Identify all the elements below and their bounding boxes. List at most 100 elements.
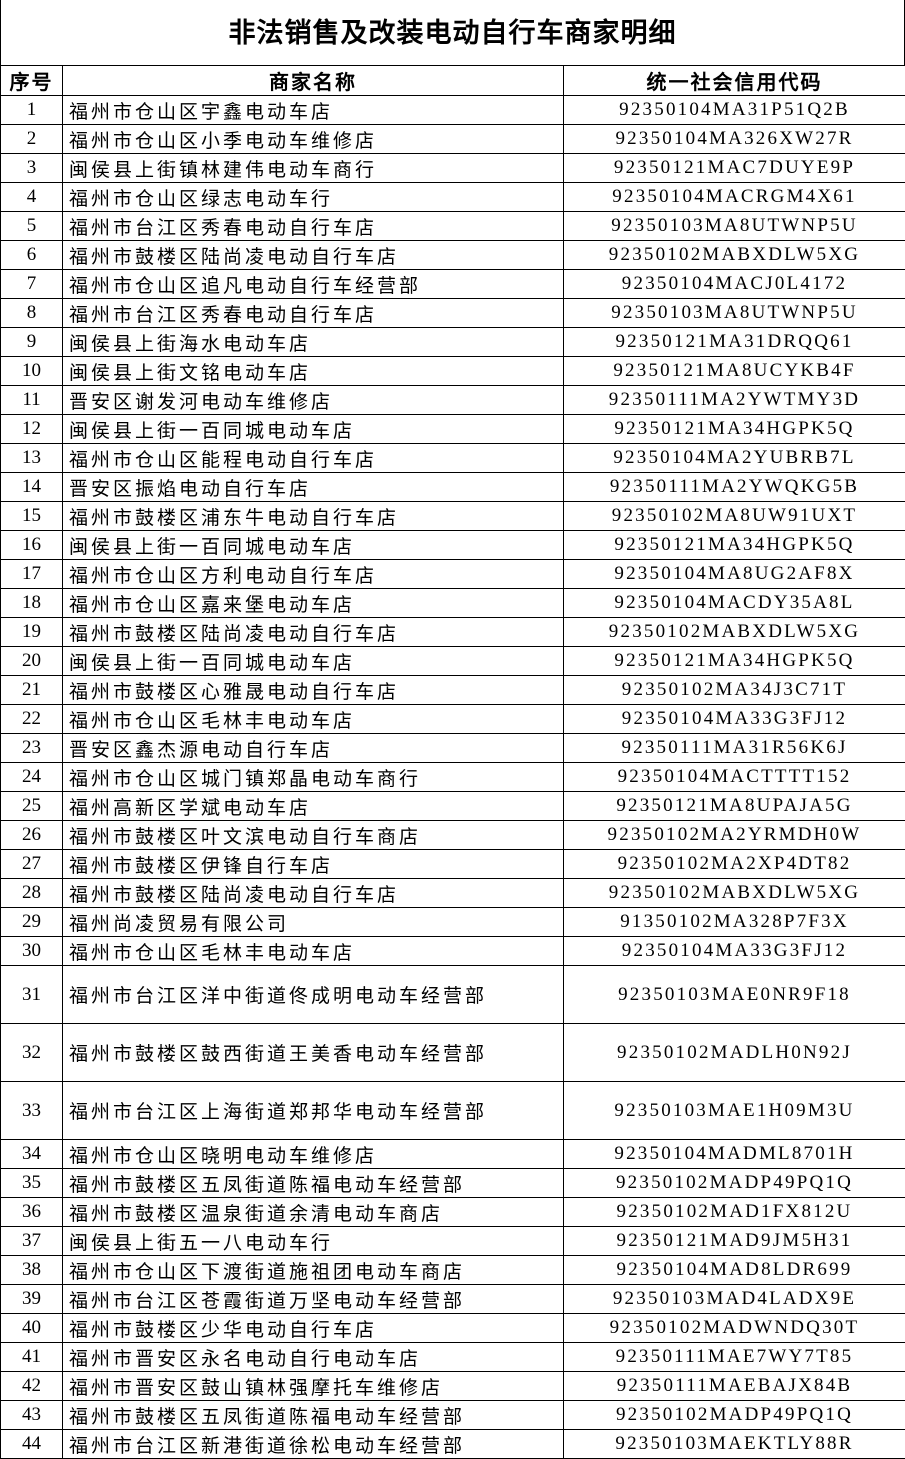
row-number: 25 [1, 792, 63, 821]
credit-code: 92350104MADML8701H [564, 1140, 905, 1169]
header-no: 序号 [1, 66, 63, 96]
credit-code: 92350104MACDY35A8L [564, 589, 905, 618]
credit-code: 92350102MADP49PQ1Q [564, 1169, 905, 1198]
credit-code: 92350102MADP49PQ1Q [564, 1401, 905, 1430]
credit-code: 92350103MAE1H09M3U [564, 1082, 905, 1140]
merchant-name: 福州市台江区秀春电动自行车店 [63, 299, 564, 328]
row-number: 20 [1, 647, 63, 676]
header-name: 商家名称 [63, 66, 564, 96]
merchant-name: 福州市鼓楼区浦东牛电动自行车店 [63, 502, 564, 531]
merchant-name: 晋安区鑫杰源电动自行车店 [63, 734, 564, 763]
merchant-name: 晋安区振焰电动自行车店 [63, 473, 564, 502]
merchant-name: 福州市鼓楼区陆尚凌电动自行车店 [63, 618, 564, 647]
merchant-name: 福州市仓山区追凡电动自行车经营部 [63, 270, 564, 299]
credit-code: 92350104MA8UG2AF8X [564, 560, 905, 589]
merchant-name: 福州市仓山区方利电动自行车店 [63, 560, 564, 589]
credit-code: 92350104MA326XW27R [564, 125, 905, 154]
credit-code: 92350103MAE0NR9F18 [564, 966, 905, 1024]
row-number: 43 [1, 1401, 63, 1430]
merchant-name: 闽侯县上街五一八电动车行 [63, 1227, 564, 1256]
credit-code: 92350102MABXDLW5XG [564, 618, 905, 647]
row-number: 13 [1, 444, 63, 473]
header-code: 统一社会信用代码 [564, 66, 905, 96]
row-number: 35 [1, 1169, 63, 1198]
credit-code: 92350102MABXDLW5XG [564, 879, 905, 908]
credit-code: 92350111MAE7WY7T85 [564, 1343, 905, 1372]
credit-code: 92350104MA33G3FJ12 [564, 937, 905, 966]
merchant-name: 福州市仓山区城门镇郑晶电动车商行 [63, 763, 564, 792]
merchant-name: 闽侯县上街一百同城电动车店 [63, 647, 564, 676]
credit-code: 92350111MA2YWQKG5B [564, 473, 905, 502]
merchant-name: 闽侯县上街镇林建伟电动车商行 [63, 154, 564, 183]
row-number: 24 [1, 763, 63, 792]
row-number: 10 [1, 357, 63, 386]
credit-code: 92350102MAD1FX812U [564, 1198, 905, 1227]
row-number: 32 [1, 1024, 63, 1082]
merchant-name: 福州市仓山区毛林丰电动车店 [63, 937, 564, 966]
merchant-name: 福州市鼓楼区叶文滨电动自行车商店 [63, 821, 564, 850]
row-number: 42 [1, 1372, 63, 1401]
merchant-name: 福州市仓山区绿志电动车行 [63, 183, 564, 212]
credit-code: 92350102MABXDLW5XG [564, 241, 905, 270]
merchant-name: 闽侯县上街一百同城电动车店 [63, 415, 564, 444]
merchant-name: 福州市仓山区能程电动自行车店 [63, 444, 564, 473]
row-number: 1 [1, 96, 63, 125]
row-number: 34 [1, 1140, 63, 1169]
credit-code: 92350104MACTTTT152 [564, 763, 905, 792]
merchant-name: 福州高新区学斌电动车店 [63, 792, 564, 821]
row-number: 8 [1, 299, 63, 328]
row-number: 31 [1, 966, 63, 1024]
merchant-name: 闽侯县上街海水电动车店 [63, 328, 564, 357]
merchant-name: 闽侯县上街一百同城电动车店 [63, 531, 564, 560]
row-number: 16 [1, 531, 63, 560]
row-number: 44 [1, 1430, 63, 1459]
merchant-name: 福州市仓山区嘉来堡电动车店 [63, 589, 564, 618]
document-title: 非法销售及改装电动自行车商家明细 [0, 0, 905, 65]
row-number: 21 [1, 676, 63, 705]
merchant-name: 福州市台江区新港街道徐松电动车经营部 [63, 1430, 564, 1459]
credit-code: 92350104MACJ0L4172 [564, 270, 905, 299]
row-number: 26 [1, 821, 63, 850]
header-row: 序号 商家名称 统一社会信用代码 [1, 66, 905, 96]
merchant-name: 福州市晋安区永名电动自行电动车店 [63, 1343, 564, 1372]
row-number: 15 [1, 502, 63, 531]
credit-code: 92350104MA31P51Q2B [564, 96, 905, 125]
credit-code: 92350121MAD9JM5H31 [564, 1227, 905, 1256]
merchant-name: 福州市鼓楼区少华电动自行车店 [63, 1314, 564, 1343]
merchant-name: 福州市仓山区小季电动车维修店 [63, 125, 564, 154]
row-number: 36 [1, 1198, 63, 1227]
row-number: 4 [1, 183, 63, 212]
merchant-name: 福州市鼓楼区陆尚凌电动自行车店 [63, 241, 564, 270]
row-number: 2 [1, 125, 63, 154]
merchant-name: 福州市鼓楼区伊锋自行车店 [63, 850, 564, 879]
merchant-name: 闽侯县上街文铭电动车店 [63, 357, 564, 386]
credit-code: 92350104MA2YUBRB7L [564, 444, 905, 473]
credit-code: 92350121MA34HGPK5Q [564, 531, 905, 560]
row-number: 38 [1, 1256, 63, 1285]
credit-code: 92350121MA8UPAJA5G [564, 792, 905, 821]
merchant-name: 晋安区谢发河电动车维修店 [63, 386, 564, 415]
merchant-name: 福州市鼓楼区心雅晟电动自行车店 [63, 676, 564, 705]
merchant-name: 福州市仓山区毛林丰电动车店 [63, 705, 564, 734]
